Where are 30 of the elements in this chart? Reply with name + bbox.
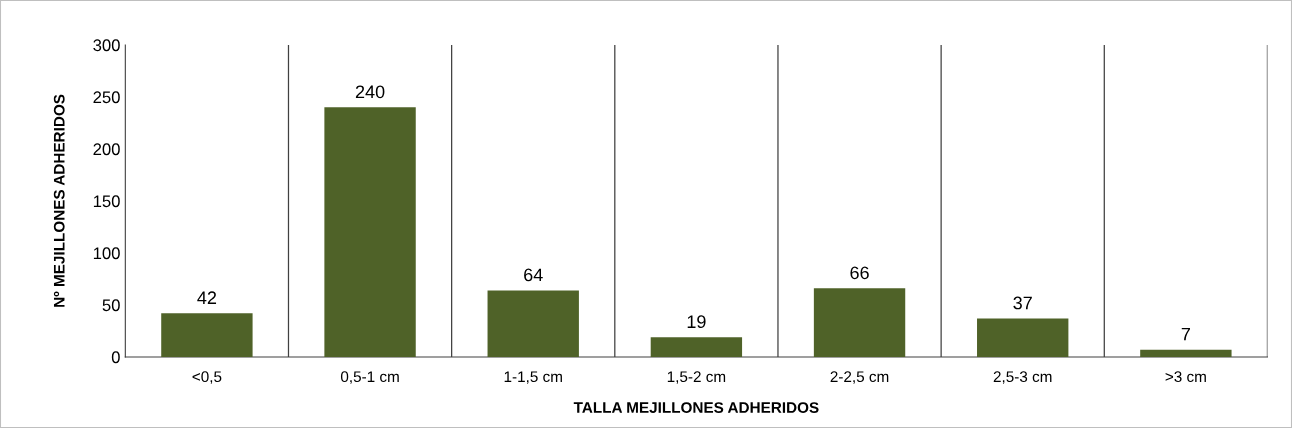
data-label: 37 — [1013, 296, 1032, 310]
y-tick-label: 100 — [93, 247, 120, 260]
y-tick-label: 250 — [93, 91, 120, 104]
x-axis-title: TALLA MEJILLONES ADHERIDOS — [573, 402, 819, 413]
x-tick-label: 1,5-2 cm — [667, 371, 726, 384]
y-tick-label: 150 — [93, 195, 120, 208]
data-label: 66 — [850, 266, 869, 280]
bar — [977, 318, 1069, 357]
bar — [813, 288, 906, 357]
x-tick-label: 0,5-1 cm — [340, 371, 399, 384]
x-tick-label: 1-1,5 cm — [504, 371, 562, 384]
x-tick-label: <0,5 — [192, 371, 222, 384]
data-label: 64 — [524, 268, 543, 282]
bar — [324, 107, 416, 357]
bar — [1140, 349, 1232, 357]
x-tick-label: >3 cm — [1165, 371, 1206, 383]
y-tick-label: 200 — [93, 143, 120, 156]
y-axis-title: Nº MEJILLONES ADHERIDOS — [53, 94, 65, 307]
data-label: 240 — [355, 85, 385, 99]
x-tick-label: 2-2,5 cm — [830, 371, 889, 384]
bar — [487, 290, 579, 357]
y-tick-label: 300 — [93, 39, 120, 52]
bar — [650, 337, 743, 357]
x-tick-label: 2,5-3 cm — [993, 371, 1052, 384]
bar — [161, 313, 253, 357]
data-label: 42 — [197, 291, 217, 304]
y-tick-label: 50 — [102, 299, 120, 312]
data-label: 7 — [1181, 327, 1190, 341]
data-label: 19 — [687, 315, 706, 329]
y-tick-label: 0 — [111, 351, 120, 364]
